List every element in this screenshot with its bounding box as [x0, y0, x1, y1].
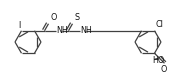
Text: S: S	[74, 13, 79, 22]
Text: I: I	[18, 21, 20, 30]
Text: HO: HO	[153, 56, 165, 65]
Text: NH: NH	[56, 26, 68, 35]
Text: O: O	[160, 65, 167, 74]
Text: NH: NH	[80, 26, 92, 35]
Text: Cl: Cl	[155, 20, 163, 29]
Text: O: O	[50, 13, 56, 22]
